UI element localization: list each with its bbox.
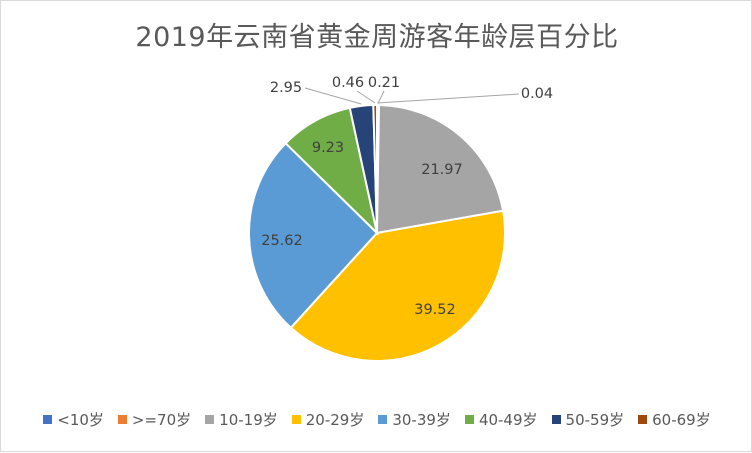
legend-label: 10-19岁 [219, 409, 278, 430]
legend-label: <10岁 [57, 409, 104, 430]
legend-swatch [43, 415, 52, 424]
data-label: 25.62 [261, 233, 303, 249]
legend-label: 20-29岁 [306, 409, 365, 430]
legend-swatch [378, 415, 387, 424]
legend-label: 30-39岁 [392, 409, 451, 430]
legend-item: <10岁 [43, 409, 104, 430]
data-label: 21.97 [421, 162, 463, 178]
data-label: 0.21 [368, 75, 400, 91]
legend-swatch [552, 415, 561, 424]
leader-line [357, 91, 375, 103]
data-label: 0.46 [332, 75, 364, 91]
legend-swatch [638, 415, 647, 424]
legend-label: 40-49岁 [479, 409, 538, 430]
data-label: 39.52 [414, 302, 456, 318]
legend-item: 40-49岁 [465, 409, 538, 430]
legend-swatch [118, 415, 127, 424]
legend-item: 60-69岁 [638, 409, 711, 430]
legend-item: 10-19岁 [205, 409, 278, 430]
legend-swatch [465, 415, 474, 424]
legend-item: 30-39岁 [378, 409, 451, 430]
data-label: 0.04 [521, 86, 553, 102]
leader-line [378, 91, 384, 103]
legend-label: 60-69岁 [652, 409, 711, 430]
leader-line [377, 94, 519, 103]
chart-legend: <10岁 >=70岁 10-19岁 20-29岁 30-39岁 40-49岁 50-59岁 6… [1, 409, 752, 430]
legend-label: 50-59岁 [566, 409, 625, 430]
legend-swatch [292, 415, 301, 424]
legend-swatch [205, 415, 214, 424]
data-label: 9.23 [312, 140, 344, 156]
legend-item: 50-59岁 [552, 409, 625, 430]
data-label: 2.95 [270, 80, 302, 96]
legend-item: 20-29岁 [292, 409, 365, 430]
legend-label: >=70岁 [132, 409, 191, 430]
legend-item: >=70岁 [118, 409, 191, 430]
